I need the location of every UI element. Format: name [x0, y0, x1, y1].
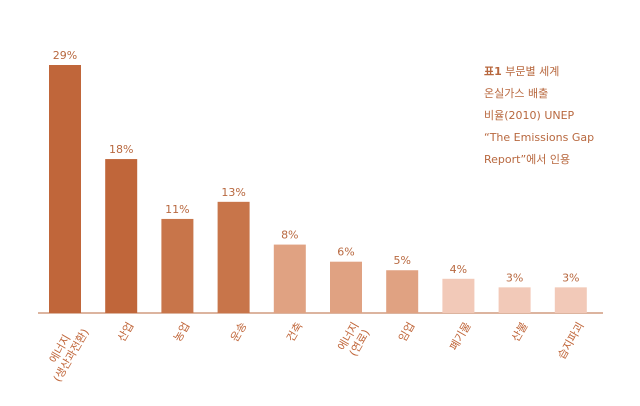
annotation-text: 부문별 세계 [505, 65, 560, 78]
annotation-line: 비율(2010) UNEP [484, 105, 594, 127]
bar [161, 218, 194, 313]
value-label: 3% [506, 271, 523, 284]
bar [330, 261, 362, 313]
annotation-line: 표1 부문별 세계 [484, 61, 594, 83]
bar [498, 287, 531, 313]
bar [217, 201, 250, 313]
value-label: 6% [337, 246, 354, 259]
bar [273, 244, 306, 313]
value-label: 4% [450, 263, 467, 276]
annotation-line: 온실가스 배출 [484, 83, 594, 105]
bar [49, 65, 81, 313]
annotation-text: “The Emissions Gap [484, 131, 595, 144]
value-label: 5% [393, 254, 410, 267]
value-label: 13% [221, 186, 245, 199]
bar [554, 287, 587, 313]
value-label: 29% [53, 49, 77, 62]
value-label: 11% [165, 203, 189, 216]
annotation-text: Report”에서 인용 [484, 153, 571, 166]
annotation-line: Report”에서 인용 [484, 149, 594, 171]
annotation-line: “The Emissions Gap [484, 127, 594, 149]
bar [105, 159, 138, 313]
value-label: 18% [109, 143, 133, 156]
annotation-label: 표1 [484, 65, 502, 78]
value-label: 8% [281, 229, 298, 242]
annotation-text: 온실가스 배출 [484, 87, 549, 100]
value-label: 3% [562, 271, 579, 284]
bar [386, 270, 419, 313]
annotation-text: 비율(2010) UNEP [484, 109, 575, 122]
bar [442, 278, 475, 313]
